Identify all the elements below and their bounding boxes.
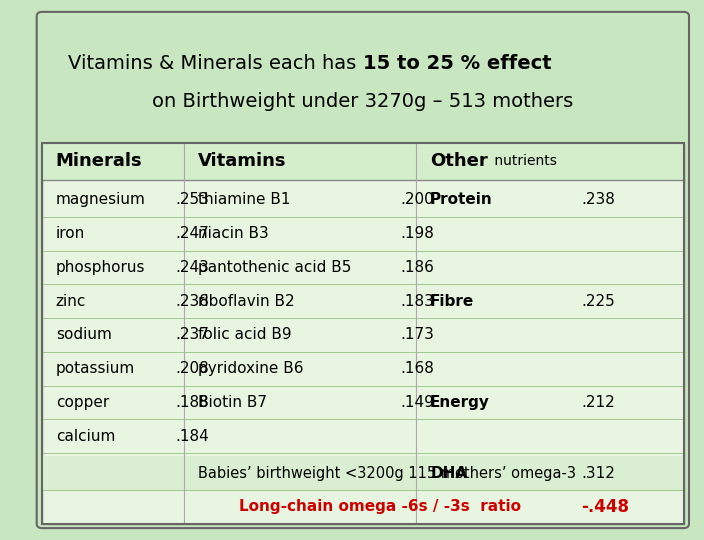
Text: .186: .186 xyxy=(401,260,434,275)
Text: Protein: Protein xyxy=(429,192,493,207)
Text: .238: .238 xyxy=(582,192,615,207)
Text: folic acid B9: folic acid B9 xyxy=(198,327,291,342)
Text: .247: .247 xyxy=(175,226,209,241)
Text: pyridoxine B6: pyridoxine B6 xyxy=(198,361,303,376)
Text: copper: copper xyxy=(56,395,109,410)
Text: Vitamins & Minerals each has: Vitamins & Minerals each has xyxy=(68,54,363,73)
Text: .168: .168 xyxy=(401,361,434,376)
Text: .225: .225 xyxy=(582,294,615,309)
Text: on Birthweight under 3270g – 513 mothers: on Birthweight under 3270g – 513 mothers xyxy=(152,92,574,111)
Text: .243: .243 xyxy=(175,260,209,275)
Text: .183: .183 xyxy=(401,294,434,309)
Text: iron: iron xyxy=(56,226,85,241)
Text: nutrients: nutrients xyxy=(490,154,557,168)
Text: sodium: sodium xyxy=(56,327,112,342)
FancyBboxPatch shape xyxy=(37,12,689,528)
Text: .238: .238 xyxy=(175,294,209,309)
Text: .208: .208 xyxy=(175,361,209,376)
Text: .184: .184 xyxy=(175,429,209,444)
Text: zinc: zinc xyxy=(56,294,86,309)
Text: .237: .237 xyxy=(175,327,209,342)
Text: Long-chain omega -6s / -3s  ratio: Long-chain omega -6s / -3s ratio xyxy=(239,500,521,515)
Text: .188: .188 xyxy=(175,395,209,410)
Text: pantothenic acid B5: pantothenic acid B5 xyxy=(198,260,351,275)
Bar xyxy=(42,143,684,524)
Text: niacin B3: niacin B3 xyxy=(198,226,268,241)
Text: Babies’ birthweight <3200g 115 mothers’ omega-3: Babies’ birthweight <3200g 115 mothers’ … xyxy=(198,465,576,481)
Text: Vitamins: Vitamins xyxy=(198,152,287,171)
Text: 15 to 25 % effect: 15 to 25 % effect xyxy=(363,54,551,73)
Text: .253: .253 xyxy=(175,192,209,207)
Text: Minerals: Minerals xyxy=(56,152,142,171)
Text: DHA: DHA xyxy=(431,465,468,481)
Text: .149: .149 xyxy=(401,395,434,410)
Text: phosphorus: phosphorus xyxy=(56,260,145,275)
Text: riboflavin B2: riboflavin B2 xyxy=(198,294,294,309)
Text: thiamine B1: thiamine B1 xyxy=(198,192,290,207)
Text: .173: .173 xyxy=(401,327,434,342)
Text: .212: .212 xyxy=(582,395,615,410)
Text: Fibre: Fibre xyxy=(429,294,474,309)
Text: .312: .312 xyxy=(582,465,615,481)
Bar xyxy=(42,143,684,180)
Text: .198: .198 xyxy=(401,226,434,241)
Bar xyxy=(42,143,684,524)
Text: Energy: Energy xyxy=(429,395,489,410)
Text: Other: Other xyxy=(429,152,487,171)
Bar xyxy=(42,456,684,490)
Text: calcium: calcium xyxy=(56,429,115,444)
Text: -.448: -.448 xyxy=(582,498,629,516)
Text: magnesium: magnesium xyxy=(56,192,146,207)
Text: Biotin B7: Biotin B7 xyxy=(198,395,267,410)
Text: potassium: potassium xyxy=(56,361,135,376)
Text: .200: .200 xyxy=(401,192,434,207)
